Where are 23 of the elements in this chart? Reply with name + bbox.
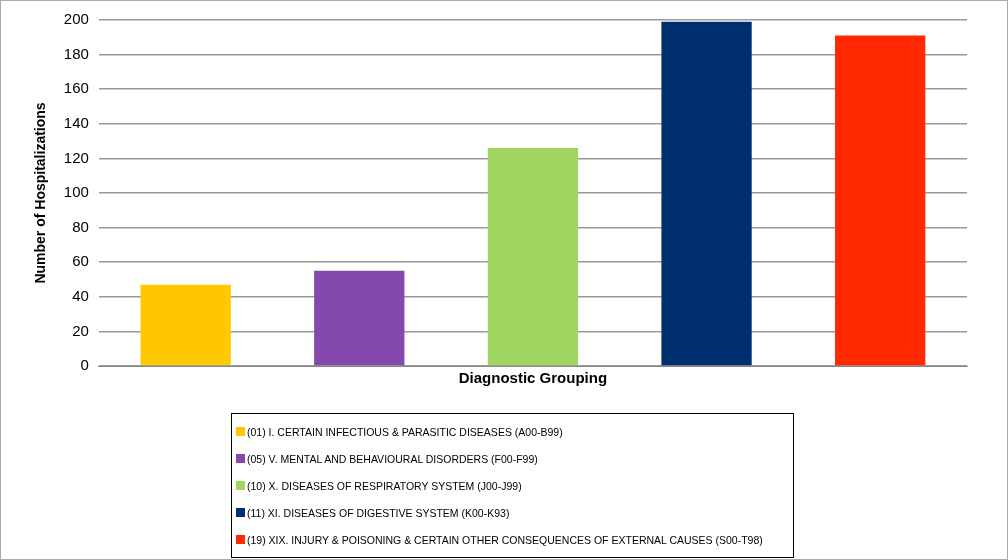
legend-label: (01) I. CERTAIN INFECTIOUS & PARASITIC DISEASES (A00-B99) (247, 425, 563, 438)
bar (140, 284, 231, 366)
y-axis-title: Number of Hospitalizations (32, 102, 49, 284)
bar (661, 21, 752, 366)
legend-label: (11) XI. DISEASES OF DIGESTIVE SYSTEM (K00-K93) (247, 506, 510, 519)
y-tick-label: 40 (72, 286, 89, 304)
y-tick-label: 180 (63, 44, 89, 62)
y-tick-label: 200 (63, 10, 89, 28)
y-tick-label: 80 (72, 217, 89, 235)
legend-label: (19) XIX. INJURY & POISONING & CERTAIN OTHER CONSEQUENCES OF EXTERNAL CAUSES (S00-T98) (247, 533, 763, 546)
y-tick-label: 120 (63, 148, 89, 166)
bar (314, 270, 405, 366)
y-tick-label: 60 (72, 252, 89, 270)
bar (487, 148, 579, 366)
y-tick-label: 100 (63, 183, 89, 201)
y-tick-label: 20 (72, 321, 89, 339)
x-axis-title: Diagnostic Grouping (458, 369, 608, 387)
legend-label: (05) V. MENTAL AND BEHAVIOURAL DISORDERS (F00-F99) (247, 452, 538, 465)
legend-label: (10) X. DISEASES OF RESPIRATORY SYSTEM (J00-J99) (247, 479, 522, 492)
y-tick-label: 160 (63, 79, 89, 97)
y-tick-label: 0 (80, 356, 89, 374)
y-tick-label: 140 (63, 113, 89, 131)
bar (835, 35, 926, 366)
